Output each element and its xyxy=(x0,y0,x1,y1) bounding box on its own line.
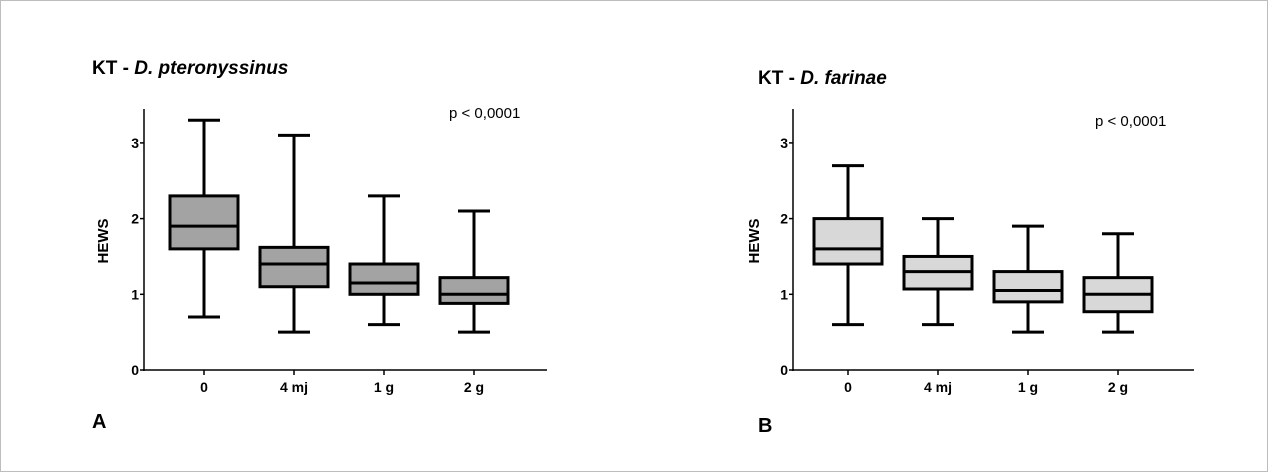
chart-title-prefix: KT - xyxy=(92,58,134,79)
box-b-2 xyxy=(992,224,1064,334)
y-tick-label: 0 xyxy=(780,362,788,378)
x-tick-label: 1 g xyxy=(374,379,394,395)
chart-panel-b: 0 1 2 3 0 4 mj 1 g 2 g KT - D. farinae p < 0,0001… xyxy=(746,68,1194,437)
box-iqr xyxy=(258,245,330,289)
y-tick-label: 3 xyxy=(131,135,139,151)
box-iqr xyxy=(348,262,420,296)
p-value-annotation: p < 0,0001 xyxy=(449,105,520,122)
x-tick-label: 0 xyxy=(200,379,208,395)
box-a-1 xyxy=(258,133,330,334)
x-tick-label: 4 mj xyxy=(280,379,308,395)
y-tick-label: 2 xyxy=(131,211,139,227)
chart-panel-a: 0 1 2 3 0 4 mj 1 g 2 g KT - D. pteronyssinus p < … xyxy=(92,58,547,433)
y-tick-label: 0 xyxy=(131,362,139,378)
y-axis-label: HEWS xyxy=(95,219,112,264)
box-b-3 xyxy=(1082,232,1154,334)
box-a-3 xyxy=(438,209,510,334)
chart-title-prefix: KT - xyxy=(758,68,800,89)
y-tick-label: 2 xyxy=(780,211,788,227)
box-b-0 xyxy=(812,164,884,327)
p-value-annotation: p < 0,0001 xyxy=(1095,113,1166,130)
box-a-2 xyxy=(348,194,420,327)
x-tick-label: 1 g xyxy=(1018,379,1038,395)
chart-title-species: D. farinae xyxy=(800,68,887,89)
y-axis-label: HEWS xyxy=(746,219,763,264)
y-tick-label: 1 xyxy=(780,286,788,302)
x-tick-label: 0 xyxy=(844,379,852,395)
chart-title: KT - D. farinae xyxy=(758,68,887,89)
chart-title-species: D. pteronyssinus xyxy=(134,58,288,79)
panel-letter: B xyxy=(758,415,772,437)
chart-title: KT - D. pteronyssinus xyxy=(92,58,288,79)
box-iqr xyxy=(168,194,240,251)
y-tick-label: 3 xyxy=(780,135,788,151)
box-iqr xyxy=(812,217,884,266)
x-tick-label: 2 g xyxy=(464,379,484,395)
box-a-0 xyxy=(168,118,240,319)
y-tick-label: 1 xyxy=(131,286,139,302)
x-tick-label: 2 g xyxy=(1108,379,1128,395)
x-tick-label: 4 mj xyxy=(924,379,952,395)
box-b-1 xyxy=(902,217,974,327)
box-iqr xyxy=(992,270,1064,304)
box-iqr xyxy=(438,276,510,305)
panel-letter: A xyxy=(92,411,106,433)
